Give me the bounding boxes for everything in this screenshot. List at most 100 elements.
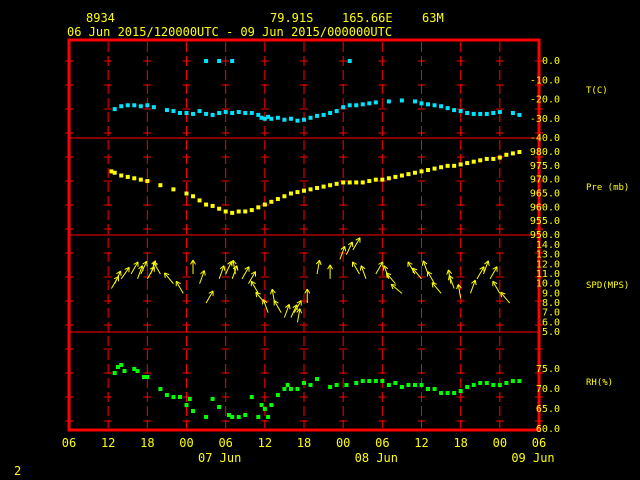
wind-arrow	[500, 291, 511, 304]
wind-arrow	[469, 279, 477, 294]
humidity-point	[465, 385, 470, 389]
pressure-point	[145, 179, 150, 184]
pressure-point	[262, 202, 267, 207]
temperature-point	[269, 116, 274, 121]
temperature-point	[347, 59, 352, 63]
humidity-point	[393, 381, 398, 385]
wind-arrow	[390, 283, 403, 294]
wind_speed-tick-label: 11.0	[536, 269, 560, 280]
wind-arrow	[163, 272, 174, 284]
temperature-point	[204, 59, 209, 63]
humidity-point	[217, 405, 222, 409]
station-latitude: 79.91S	[270, 11, 313, 25]
pressure-point	[510, 151, 515, 156]
pressure-point	[119, 173, 124, 178]
hour-tick-label: 12	[101, 436, 115, 450]
wind-arrow	[456, 284, 462, 299]
wind-arrow	[476, 266, 485, 280]
wind_speed-tick-label: 8.0	[542, 298, 560, 309]
pressure-point	[308, 187, 313, 192]
wind-arrow	[250, 280, 259, 294]
pressure-point	[354, 180, 359, 185]
temperature-point	[262, 116, 267, 121]
page-number: 2	[14, 464, 21, 478]
pressure-point	[210, 203, 215, 208]
humidity-point	[426, 387, 431, 391]
humidity-point	[399, 385, 404, 389]
hour-tick-label: 12	[414, 436, 428, 450]
humidity-point	[142, 375, 147, 379]
pressure-point	[302, 188, 306, 193]
humidity-point	[119, 363, 124, 367]
wind_speed-tick-label: 14.0	[536, 240, 560, 251]
temperature-point	[282, 117, 287, 122]
pressure-label: Pre (mb)	[586, 183, 629, 193]
hour-tick-label: 18	[297, 436, 311, 450]
humidity-point	[445, 391, 450, 395]
temperature-point	[412, 99, 417, 104]
humidity-point	[282, 387, 287, 391]
pressure-point	[256, 205, 261, 210]
temperature-point	[432, 103, 437, 108]
wind-arrow	[492, 280, 501, 294]
pressure-point	[282, 194, 287, 199]
humidity-point	[230, 415, 235, 419]
temperature-point	[210, 112, 215, 117]
pressure-point	[452, 163, 457, 168]
humidity-point	[354, 381, 359, 385]
humidity-point	[367, 379, 372, 383]
temperature-point	[347, 103, 352, 108]
temperature-point	[243, 110, 248, 115]
temperature-point	[223, 110, 228, 115]
humidity-point	[406, 383, 411, 387]
humidity-label: RH(%)	[586, 378, 613, 388]
pressure-point	[109, 169, 114, 174]
humidity-point	[115, 365, 120, 369]
wind-arrow	[205, 290, 214, 304]
humidity-tick-label: 65.0	[536, 404, 560, 415]
pressure-point	[236, 209, 241, 214]
pressure-point	[217, 206, 222, 211]
wind-arrow	[304, 288, 311, 303]
wind-arrow	[412, 267, 422, 280]
wind-arrow	[140, 260, 148, 275]
pressure-point	[406, 172, 411, 177]
humidity-point	[259, 403, 264, 407]
wind-arrow	[175, 280, 184, 294]
humidity-tick-label: 70.0	[536, 384, 560, 395]
pressure-point	[465, 161, 470, 166]
humidity-point	[256, 415, 261, 419]
pressure-point	[321, 184, 326, 189]
humidity-point	[380, 379, 385, 383]
temperature-point	[491, 110, 496, 115]
temperature-point	[191, 111, 196, 116]
hour-tick-label: 06	[218, 436, 232, 450]
hour-tick-label: 06	[375, 436, 389, 450]
pressure-point	[269, 199, 274, 204]
pressure-point	[419, 169, 424, 174]
pressure-tick-label: 950.0	[530, 230, 560, 241]
pressure-point	[367, 179, 372, 184]
temperature-point	[478, 111, 483, 116]
humidity-point	[478, 381, 483, 385]
humidity-point	[344, 383, 349, 387]
humidity-point	[439, 391, 444, 395]
temperature-point	[517, 112, 522, 117]
pressure-point	[439, 165, 444, 170]
temperature-point	[439, 104, 444, 109]
hour-tick-labels: 06 12 18 00 06 12 18 00 06 12 18 00 06	[62, 436, 546, 450]
temperature-point	[315, 113, 320, 118]
humidity-point	[412, 383, 417, 387]
wind-arrow	[375, 261, 384, 275]
value-tick-labels: 0.0 -10.0 -20.0 -30.0 -40.0 980.0 975.0 970.0 96…	[530, 56, 560, 435]
temperature-point	[197, 109, 202, 114]
temperature-point	[145, 103, 150, 108]
humidity-point	[517, 379, 522, 383]
pressure-point	[386, 176, 391, 181]
temperature-point	[177, 110, 182, 115]
wind_speed-tick-label: 7.0	[542, 308, 560, 319]
hour-tick-label: 18	[453, 436, 467, 450]
temperature-point	[295, 118, 300, 123]
pressure-point	[432, 166, 437, 171]
